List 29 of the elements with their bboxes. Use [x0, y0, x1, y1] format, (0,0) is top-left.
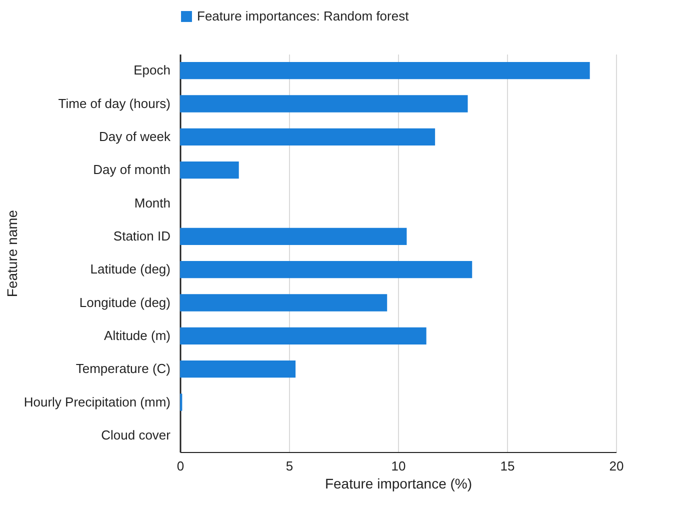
bar: [180, 260, 472, 278]
x-tick-label: 20: [609, 458, 624, 474]
y-tick-label: Month: [134, 195, 170, 210]
x-tick-label: 10: [391, 458, 406, 474]
y-tick-label: Station ID: [113, 228, 170, 244]
y-tick-label: Latitude (deg): [90, 262, 170, 277]
y-tick-label: Longitude (deg): [79, 294, 170, 310]
bar: [180, 62, 590, 80]
bar: [180, 294, 388, 312]
y-tick-label: Hourly Precipitation (mm): [24, 394, 170, 410]
legend-label: Feature importances: Random forest: [197, 8, 410, 24]
bar: [180, 161, 239, 179]
y-tick-label: Time of day (hours): [58, 96, 170, 111]
x-axis-title: Feature importance (%): [324, 476, 472, 492]
bar: [180, 228, 407, 246]
y-axis-title: Feature name: [4, 210, 20, 298]
y-tick-label: Day of month: [93, 162, 170, 178]
x-tick-label: 0: [176, 458, 184, 474]
y-tick-label: Altitude (m): [104, 328, 170, 343]
y-tick-label: Cloud cover: [101, 427, 172, 442]
x-tick-label: 5: [286, 458, 294, 474]
bar: [180, 128, 436, 146]
y-tick-label: Temperature (C): [76, 361, 170, 376]
bar: [180, 327, 426, 345]
y-tick-label: Epoch: [134, 62, 170, 78]
bar: [180, 360, 296, 378]
y-tick-label: Day of week: [98, 128, 171, 144]
x-tick-label: 15: [500, 458, 515, 474]
bar: [180, 95, 468, 112]
